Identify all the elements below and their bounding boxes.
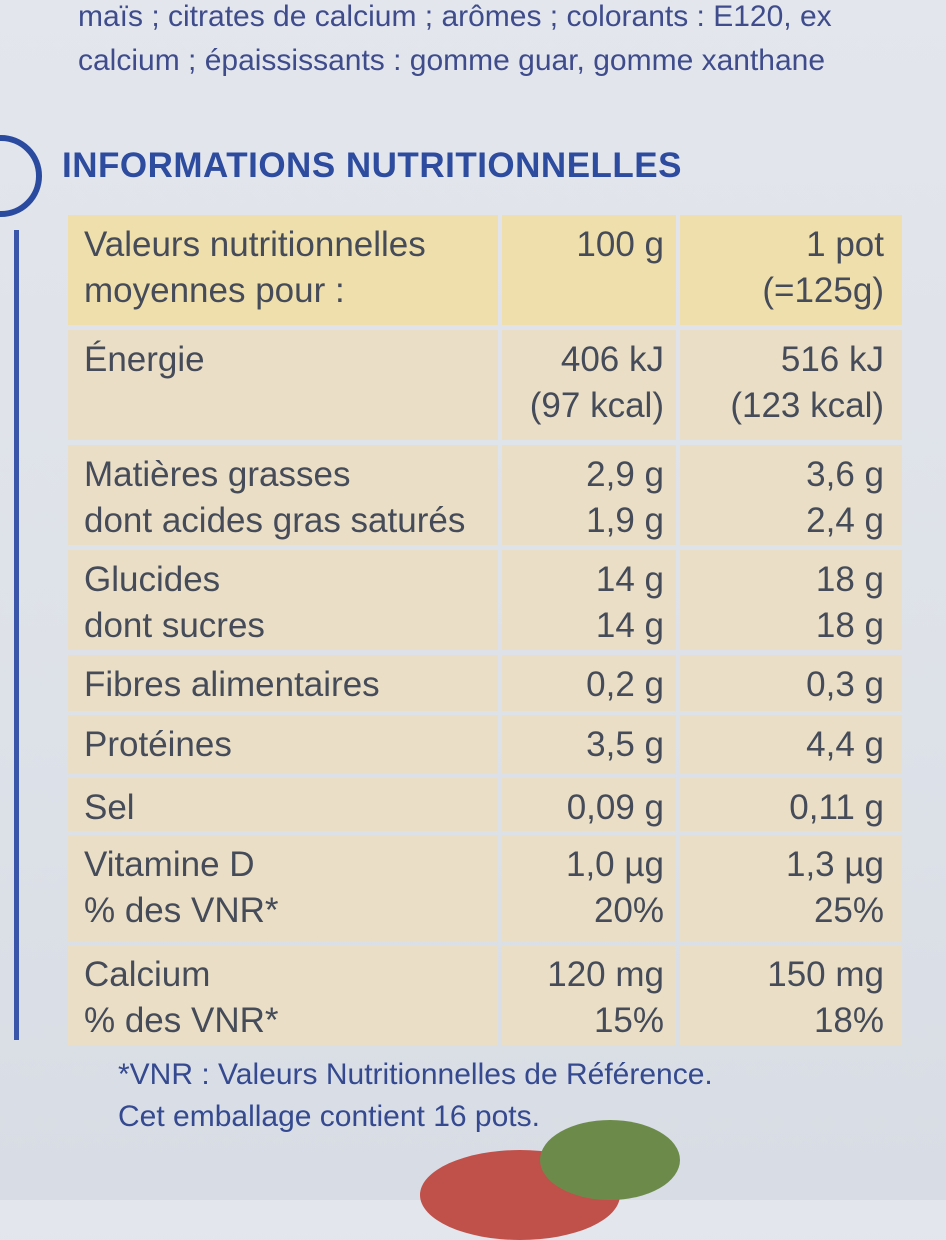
- logo-ring: [0, 135, 42, 217]
- nutrient-label: Matières grasses: [84, 455, 351, 494]
- table-cell: [502, 445, 676, 545]
- nutrient-value: 2,4 g: [806, 501, 884, 540]
- table-cell: [502, 550, 676, 650]
- nutrient-value: (123 kcal): [730, 386, 884, 425]
- nutrient-value: 1,9 g: [586, 501, 664, 540]
- nutrient-value: 1,3 µg: [785, 845, 884, 884]
- nutrient-label: Énergie: [84, 340, 205, 379]
- table-cell: [680, 715, 902, 774]
- nutrient-value: 0,09 g: [566, 788, 664, 827]
- nutrient-label: Glucides: [84, 560, 221, 599]
- table-cell: [680, 550, 902, 650]
- table-cell: [68, 715, 498, 774]
- table-cell: [68, 835, 498, 941]
- nutrient-value: 18%: [813, 1001, 884, 1040]
- nutrient-value: 2,9 g: [586, 455, 664, 494]
- nutrient-value: 3,5 g: [586, 725, 664, 764]
- nutrient-label: moyennes pour :: [84, 271, 345, 310]
- nutrient-value: 15%: [593, 1001, 664, 1040]
- ingredients-line: calcium ; épaississants : gomme guar, go…: [78, 44, 826, 77]
- nutrient-label: Fibres alimentaires: [84, 665, 380, 704]
- section-heading: INFORMATIONS NUTRITIONNELLES: [62, 146, 682, 185]
- ingredients-line: maïs ; citrates de calcium ; arômes ; co…: [78, 0, 832, 33]
- table-cell: [680, 778, 902, 831]
- table-cell: [502, 330, 676, 440]
- leaf-image: [540, 1120, 680, 1200]
- table-cell: [680, 330, 902, 440]
- nutrient-value: 1 pot: [806, 225, 884, 264]
- nutrient-value: 120 mg: [547, 955, 664, 994]
- table-cell: [502, 945, 676, 1045]
- nutrient-label: dont acides gras saturés: [84, 501, 466, 540]
- table-cell: [68, 215, 498, 325]
- table-cell: [68, 550, 498, 650]
- table-cell: [502, 715, 676, 774]
- nutrient-value: 0,2 g: [586, 665, 664, 704]
- nutrient-value: 516 kJ: [780, 340, 884, 379]
- table-cell: [68, 330, 498, 440]
- table-cell: [68, 445, 498, 545]
- nutrient-label: Sel: [84, 788, 135, 827]
- table-cell: [680, 945, 902, 1045]
- nutrient-value: 0,11 g: [789, 788, 884, 827]
- nutrient-value: 150 mg: [767, 955, 884, 994]
- table-cell: [68, 945, 498, 1045]
- nutrient-value: 3,6 g: [806, 455, 884, 494]
- nutrient-label: dont sucres: [84, 606, 265, 645]
- nutrient-label: Calcium: [84, 955, 211, 994]
- footnote: *VNR : Valeurs Nutritionnelles de Référe…: [118, 1058, 713, 1091]
- nutrient-label: Protéines: [84, 725, 232, 764]
- nutrient-value: 20%: [593, 891, 664, 930]
- table-cell: [680, 215, 902, 325]
- nutrient-value: 1,0 µg: [565, 845, 664, 884]
- nutrient-value: 406 kJ: [560, 340, 664, 379]
- nutrient-value: (=125g): [762, 271, 884, 310]
- border-line: [14, 230, 19, 1040]
- nutrient-value: (97 kcal): [529, 386, 664, 425]
- nutrient-value: 14 g: [595, 606, 664, 645]
- table-cell: [502, 778, 676, 831]
- nutrient-value: 4,4 g: [806, 725, 884, 764]
- nutrient-value: 25%: [813, 891, 884, 930]
- table-cell: [680, 835, 902, 941]
- nutrient-label: % des VNR*: [84, 1001, 279, 1040]
- table-cell: [502, 655, 676, 711]
- nutrient-value: 18 g: [815, 560, 884, 599]
- nutrient-label: Vitamine D: [84, 845, 255, 884]
- nutrient-value: 18 g: [815, 606, 884, 645]
- table-cell: [680, 655, 902, 711]
- table-cell: [68, 778, 498, 831]
- table-cell: [502, 835, 676, 941]
- nutrient-value: 14 g: [595, 560, 664, 599]
- footnote: Cet emballage contient 16 pots.: [118, 1100, 540, 1133]
- nutrient-value: 0,3 g: [806, 665, 884, 704]
- table-cell: [502, 215, 676, 325]
- nutrient-label: % des VNR*: [84, 891, 279, 930]
- nutrient-label: Valeurs nutritionnelles: [84, 225, 426, 264]
- nutrient-value: 100 g: [576, 225, 664, 264]
- table-cell: [680, 445, 902, 545]
- table-cell: [68, 655, 498, 711]
